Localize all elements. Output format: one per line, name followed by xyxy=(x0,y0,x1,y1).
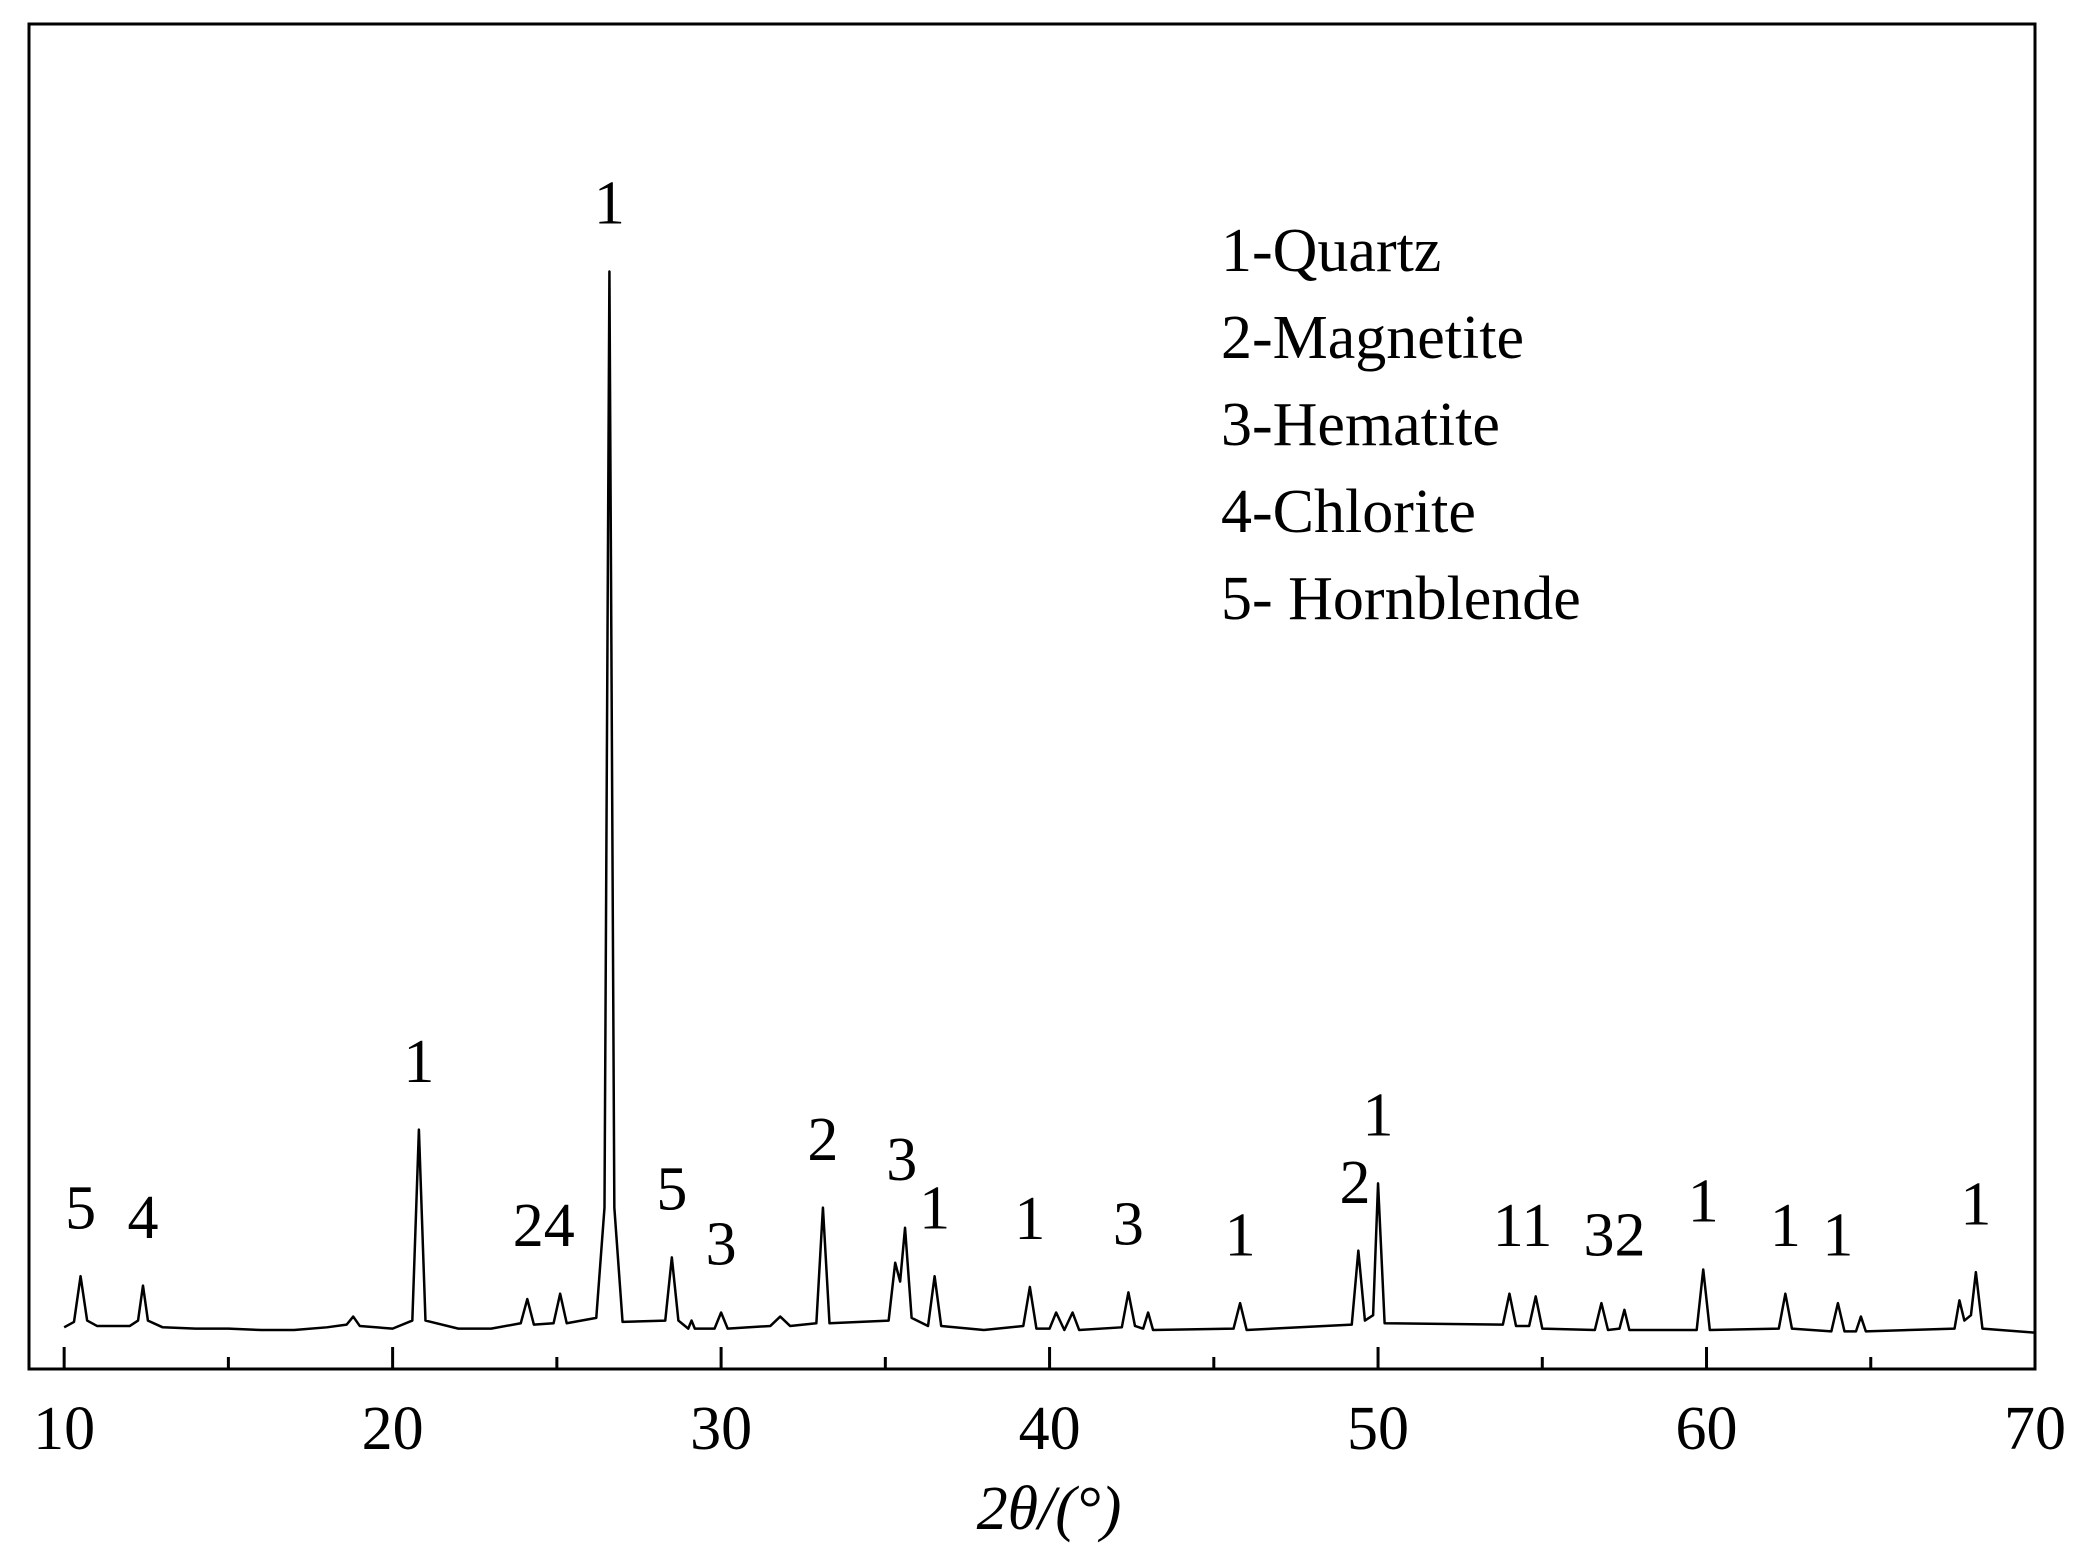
x-tick-label: 10 xyxy=(33,1395,95,1463)
legend-entry: 3-Hematite xyxy=(1221,391,1500,459)
legend-entry: 1-Quartz xyxy=(1221,217,1441,285)
x-tick-label: 20 xyxy=(362,1395,424,1463)
x-tick-label: 70 xyxy=(2004,1395,2066,1463)
legend-entry: 4-Chlorite xyxy=(1221,478,1476,546)
x-tick-label: 40 xyxy=(1019,1395,1081,1463)
peak-label: 11 xyxy=(1493,1192,1553,1260)
legend-entry: 2-Magnetite xyxy=(1221,304,1524,372)
x-tick-label: 60 xyxy=(1676,1395,1738,1463)
x-axis-label: 2θ/(°) xyxy=(977,1475,1122,1543)
peak-label: 3 xyxy=(886,1126,917,1194)
x-tick-label: 50 xyxy=(1347,1395,1409,1463)
peak-label: 3 xyxy=(706,1211,737,1279)
peak-label: 5 xyxy=(65,1174,96,1242)
xrd-pattern xyxy=(63,270,2036,1334)
x-tick-label: 30 xyxy=(690,1395,752,1463)
peak-label: 1 xyxy=(1363,1082,1394,1150)
peak-label: 1 xyxy=(1688,1168,1719,1236)
peak-label: 1 xyxy=(1770,1192,1801,1260)
peak-label: 4 xyxy=(127,1184,158,1252)
peak-label: 32 xyxy=(1584,1201,1646,1269)
peak-label: 2 xyxy=(1340,1149,1371,1217)
peak-label: 1 xyxy=(1822,1201,1853,1269)
peak-label: 1 xyxy=(1225,1201,1256,1269)
peak-label: 1 xyxy=(403,1028,434,1096)
peak-label: 3 xyxy=(1113,1191,1144,1259)
legend-entry: 5- Hornblende xyxy=(1221,565,1581,633)
peak-label: 1 xyxy=(919,1174,950,1242)
peak-label: 1 xyxy=(594,170,625,238)
peak-label: 5 xyxy=(656,1156,687,1224)
peak-label: 24 xyxy=(513,1192,575,1260)
peak-label: 1 xyxy=(1014,1185,1045,1253)
peak-label: 1 xyxy=(1960,1170,1991,1238)
plot-frame xyxy=(27,22,2037,1371)
peak-label: 2 xyxy=(807,1106,838,1174)
